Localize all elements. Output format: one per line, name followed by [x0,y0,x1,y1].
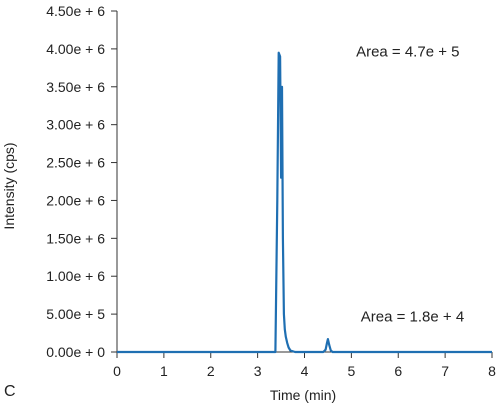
x-tick-label: 4 [301,363,309,379]
y-tick-label: 4.50e + 6 [46,3,105,19]
annotations: Area = 4.7e + 5 Area = 1.8e + 4 [356,43,464,325]
series-group [117,51,492,354]
peak-area-annotation: Area = 4.7e + 5 [356,43,459,60]
x-tick-label: 8 [488,363,496,379]
x-tick-label: 7 [441,363,449,379]
x-tick-label: 0 [113,363,121,379]
y-tick-label: 3.50e + 6 [46,79,105,95]
y-tick-label: 5.00e + 5 [46,306,105,322]
x-axis-title: Time (min) [270,387,336,403]
y-tick-label: 1.50e + 6 [46,230,105,246]
y-axis-title: Intensity (cps) [1,142,17,229]
peak-area-annotation: Area = 1.8e + 4 [361,309,464,326]
y-tick-label: 1.00e + 6 [46,268,105,284]
x-tick-label: 5 [347,363,355,379]
y-tick-label: 2.00e + 6 [46,192,105,208]
y-tick-label: 4.00e + 6 [46,41,105,57]
x-axis: 0 1 2 3 4 5 6 7 8 [113,351,496,379]
x-tick-label: 3 [254,363,262,379]
series-line [117,51,492,354]
y-tick-label: 3.00e + 6 [46,117,105,133]
panel-label: C [4,383,16,400]
x-tick-label: 1 [160,363,168,379]
x-tick-label: 6 [394,363,402,379]
y-tick-label: 0.00e + 0 [46,344,105,360]
y-axis: 0.00e + 0 5.00e + 5 1.00e + 6 1.50e + 6 2.00… [46,3,118,360]
x-tick-label: 2 [207,363,215,379]
y-tick-label: 2.50e + 6 [46,155,105,171]
